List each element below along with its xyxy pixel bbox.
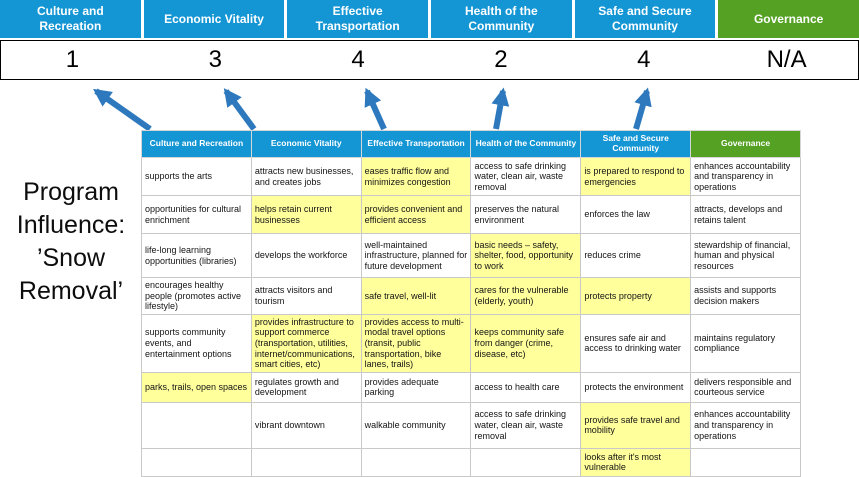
table-cell: provides safe travel and mobility: [580, 401, 692, 449]
table-row: opportunities for cultural enrichment hel…: [141, 195, 801, 234]
table-cell: opportunities for cultural enrichment: [141, 195, 252, 234]
table-row: looks after it's most vulnerable: [141, 447, 801, 477]
table-cell: basic needs – safety, shelter, food, opp…: [470, 233, 582, 278]
table-cell: provides adequate parking: [360, 371, 472, 403]
table-cell: safe travel, well-lit: [360, 277, 472, 315]
table-cell: [250, 447, 362, 477]
score-economic-vitality: 3: [208, 46, 222, 73]
priority-header-health-of-the-community: Health of the Community: [431, 0, 572, 38]
table-row: supports the arts attracts new businesses…: [141, 157, 801, 196]
table-cell: eases traffic flow and minimizes congest…: [360, 157, 472, 196]
table-cell: reduces crime: [580, 233, 692, 278]
table-row: supports community events, and entertain…: [141, 313, 801, 373]
up-arrow-4: [491, 87, 510, 130]
table-cell: encourages healthy people (promotes acti…: [141, 277, 252, 315]
arrows-group: [93, 87, 652, 131]
influence-table: Culture and Recreation Economic Vitality E…: [141, 130, 801, 477]
up-arrow-5: [633, 87, 652, 130]
table-cell: cares for the vulnerable (elderly, youth…: [470, 277, 582, 315]
table-cell: [690, 447, 801, 477]
table-cell: access to safe drinking water, clean air…: [470, 157, 582, 196]
table-cell: attracts, develops and retains talent: [690, 195, 801, 234]
table-cell: [470, 447, 582, 477]
table-cell: provides infrastructure to support comme…: [250, 313, 362, 373]
table-row: encourages healthy people (promotes acti…: [141, 277, 801, 315]
table-cell: attracts new businesses, and creates job…: [250, 157, 362, 196]
table-header-5: Governance: [690, 130, 801, 158]
table-row: vibrant downtown walkable community access…: [141, 401, 801, 449]
table-cell: is prepared to respond to emergencies: [580, 157, 692, 196]
table-cell: [141, 401, 252, 449]
table-cell: enhances accountability and transparency…: [690, 157, 801, 196]
table-cell: supports community events, and entertain…: [141, 313, 252, 373]
table-cell: enhances accountability and transparency…: [690, 401, 801, 449]
priority-header-row: Culture and Recreation Economic Vitality…: [0, 0, 859, 38]
table-cell: access to health care: [470, 371, 582, 403]
table-row: parks, trails, open spaces regulates grow…: [141, 371, 801, 403]
score-governance: N/A: [766, 46, 807, 73]
table-cell: delivers responsible and courteous servi…: [690, 371, 801, 403]
table-cell: supports the arts: [141, 157, 252, 196]
table-cell: vibrant downtown: [250, 401, 362, 449]
table-cell: protects the environment: [580, 371, 692, 403]
table-cell: walkable community: [360, 401, 472, 449]
table-cell: access to safe drinking water, clean air…: [470, 401, 582, 449]
table-header-0: Culture and Recreation: [141, 130, 252, 158]
score-health-of-the-community: 2: [494, 46, 508, 73]
score-culture-and-recreation: 1: [65, 46, 80, 73]
table-header-row: Culture and Recreation Economic Vitality E…: [141, 130, 801, 158]
table-row: life-long learning opportunities (librar…: [141, 233, 801, 278]
table-cell: looks after it's most vulnerable: [580, 447, 692, 477]
priority-header-effective-transportation: Effective Transportation: [287, 0, 428, 38]
table-cell: life-long learning opportunities (librar…: [141, 233, 252, 278]
table-cell: [141, 447, 252, 477]
up-arrow-2: [223, 88, 257, 131]
priority-header-culture-and-recreation: Culture and Recreation: [0, 0, 141, 38]
priority-header-safe-and-secure-community: Safe and Secure Community: [574, 0, 716, 38]
table-cell: keeps community safe from danger (crime,…: [470, 313, 582, 373]
table-cell: assists and supports decision makers: [690, 277, 801, 315]
table-cell: maintains regulatory compliance: [690, 313, 801, 373]
table-cell: helps retain current businesses: [250, 195, 362, 234]
table-header-3: Health of the Community: [470, 130, 582, 158]
table-cell: attracts visitors and tourism: [250, 277, 362, 315]
table-cell: protects property: [580, 277, 692, 315]
table-cell: ensures safe air and access to drinking …: [580, 313, 692, 373]
table-cell: parks, trails, open spaces: [141, 371, 252, 403]
priority-header-governance: Governance: [718, 0, 859, 38]
table-cell: provides convenient and efficient access: [360, 195, 472, 234]
table-cell: [360, 447, 472, 477]
table-cell: enforces the law: [580, 195, 692, 234]
table-cell: develops the workforce: [250, 233, 362, 278]
table-header-2: Effective Transportation: [360, 130, 472, 158]
program-influence-title: Program Influence: ’Snow Removal’: [16, 178, 126, 305]
table-cell: well-maintained infrastructure, planned …: [360, 233, 472, 278]
priority-header-economic-vitality: Economic Vitality: [143, 0, 285, 38]
table-cell: regulates growth and development: [250, 371, 362, 403]
table-header-1: Economic Vitality: [250, 130, 362, 158]
up-arrow-3: [364, 87, 387, 131]
score-safe-and-secure-community: 4: [637, 46, 651, 73]
table-cell: provides access to multi-modal travel op…: [360, 313, 472, 373]
up-arrow-1: [93, 88, 152, 131]
table-header-4: Safe and Secure Community: [580, 130, 692, 158]
table-cell: stewardship of financial, human and phys…: [690, 233, 801, 278]
table-cell: preserves the natural environment: [470, 195, 582, 234]
score-effective-transportation: 4: [351, 46, 365, 73]
score-row: 1 3 4 2 4 N/A: [0, 40, 859, 80]
